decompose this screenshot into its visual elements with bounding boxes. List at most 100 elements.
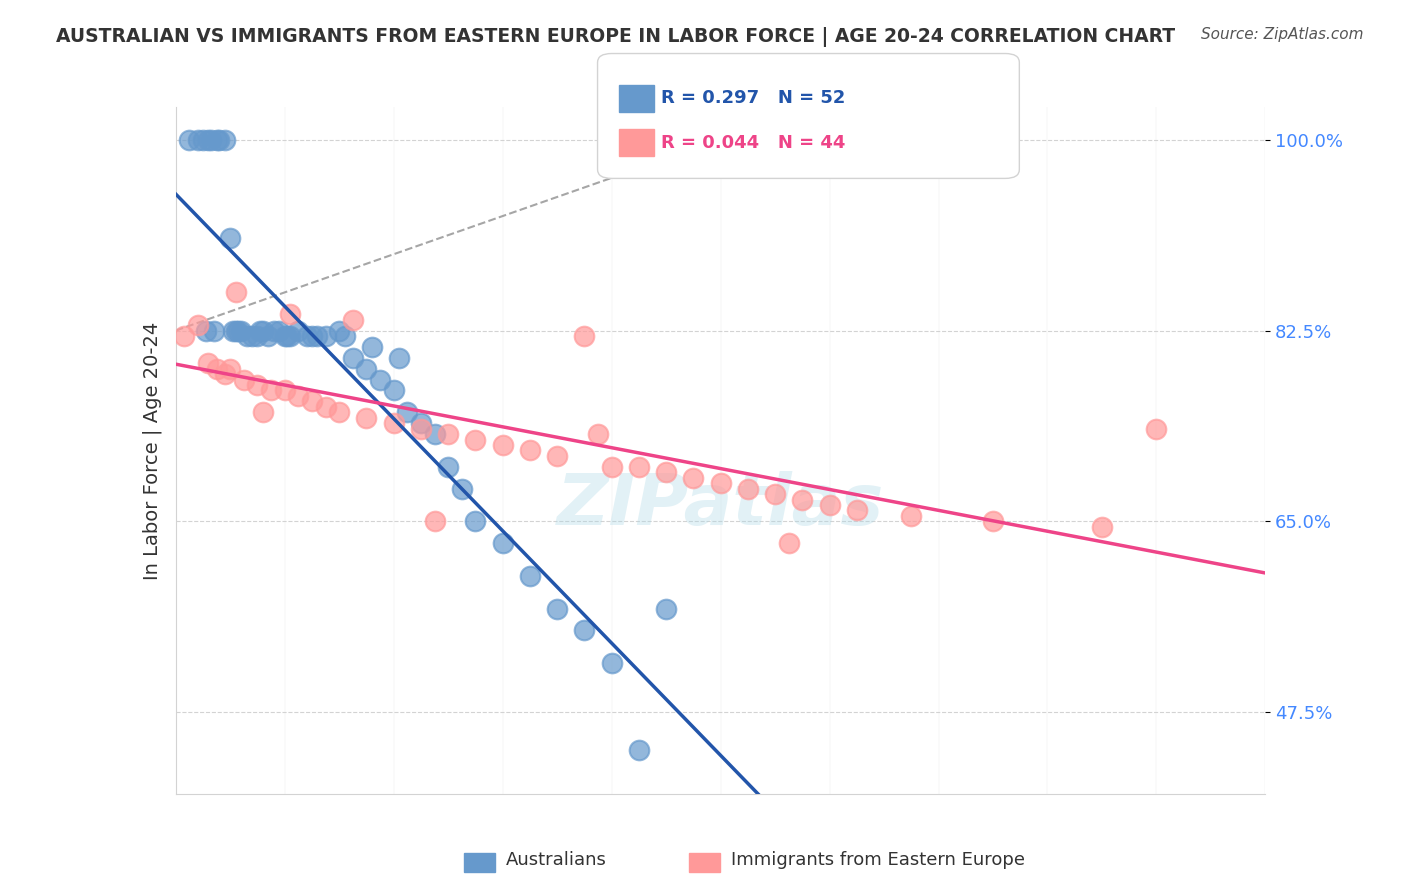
Point: [450, 482, 472, 496]
Point: [246, 378, 269, 392]
Point: [278, 329, 301, 343]
Point: [205, 133, 228, 147]
Point: [574, 329, 596, 343]
Point: [546, 449, 568, 463]
Point: [295, 329, 318, 343]
Point: [682, 471, 704, 485]
Point: [900, 508, 922, 523]
Point: [263, 324, 285, 338]
Point: [225, 324, 247, 338]
Point: [388, 351, 411, 365]
Point: [382, 416, 405, 430]
Point: [328, 324, 350, 338]
Point: [342, 312, 364, 326]
Point: [205, 361, 228, 376]
Text: R = 0.044   N = 44: R = 0.044 N = 44: [661, 134, 845, 152]
Point: [235, 329, 257, 343]
Point: [194, 324, 217, 338]
Point: [627, 459, 650, 474]
Text: Source: ZipAtlas.com: Source: ZipAtlas.com: [1201, 27, 1364, 42]
Point: [328, 405, 350, 419]
Point: [287, 324, 309, 338]
Point: [219, 231, 242, 245]
Point: [315, 400, 337, 414]
Point: [464, 433, 486, 447]
Point: [197, 133, 219, 147]
Point: [600, 656, 623, 670]
Point: [307, 329, 329, 343]
Point: [186, 133, 209, 147]
Text: ZIPatlas: ZIPatlas: [557, 471, 884, 540]
Point: [1146, 422, 1168, 436]
Point: [257, 329, 280, 343]
Point: [409, 416, 432, 430]
Point: [260, 384, 283, 398]
Point: [778, 536, 800, 550]
Point: [845, 503, 868, 517]
Point: [423, 427, 446, 442]
Point: [492, 438, 515, 452]
Point: [792, 492, 814, 507]
Point: [981, 514, 1004, 528]
Point: [546, 601, 568, 615]
Point: [627, 743, 650, 757]
Y-axis label: In Labor Force | Age 20-24: In Labor Force | Age 20-24: [142, 321, 162, 580]
Point: [274, 384, 297, 398]
Point: [269, 324, 291, 338]
Point: [737, 482, 759, 496]
Point: [396, 405, 419, 419]
Point: [208, 133, 231, 147]
Text: Australians: Australians: [506, 851, 607, 869]
Point: [368, 373, 391, 387]
Text: AUSTRALIAN VS IMMIGRANTS FROM EASTERN EUROPE IN LABOR FORCE | AGE 20-24 CORRELAT: AUSTRALIAN VS IMMIGRANTS FROM EASTERN EU…: [56, 27, 1175, 46]
Point: [1091, 520, 1114, 534]
Point: [252, 324, 274, 338]
Point: [356, 410, 378, 425]
Point: [763, 487, 786, 501]
Point: [382, 384, 405, 398]
Point: [191, 133, 214, 147]
Point: [437, 459, 460, 474]
Text: Immigrants from Eastern Europe: Immigrants from Eastern Europe: [731, 851, 1025, 869]
Point: [586, 427, 609, 442]
Point: [492, 536, 515, 550]
Point: [249, 324, 271, 338]
Point: [179, 133, 201, 147]
Point: [274, 329, 297, 343]
Point: [197, 356, 219, 370]
Point: [222, 324, 245, 338]
Point: [301, 329, 323, 343]
Point: [202, 324, 225, 338]
Text: R = 0.297   N = 52: R = 0.297 N = 52: [661, 89, 845, 107]
Point: [333, 329, 356, 343]
Point: [710, 476, 733, 491]
Point: [301, 394, 323, 409]
Point: [246, 329, 269, 343]
Point: [315, 329, 337, 343]
Point: [200, 133, 222, 147]
Point: [655, 601, 678, 615]
Point: [276, 329, 298, 343]
Point: [600, 459, 623, 474]
Point: [574, 624, 596, 638]
Point: [519, 443, 541, 458]
Point: [655, 465, 678, 479]
Point: [240, 329, 263, 343]
Point: [464, 514, 486, 528]
Point: [219, 361, 242, 376]
Point: [519, 569, 541, 583]
Point: [278, 307, 301, 321]
Point: [437, 427, 460, 442]
Point: [231, 324, 253, 338]
Point: [225, 285, 247, 300]
Point: [214, 367, 236, 381]
Point: [186, 318, 209, 332]
Point: [232, 373, 254, 387]
Point: [252, 405, 274, 419]
Point: [818, 498, 841, 512]
Point: [214, 133, 236, 147]
Point: [409, 422, 432, 436]
Point: [173, 329, 195, 343]
Point: [342, 351, 364, 365]
Point: [228, 324, 250, 338]
